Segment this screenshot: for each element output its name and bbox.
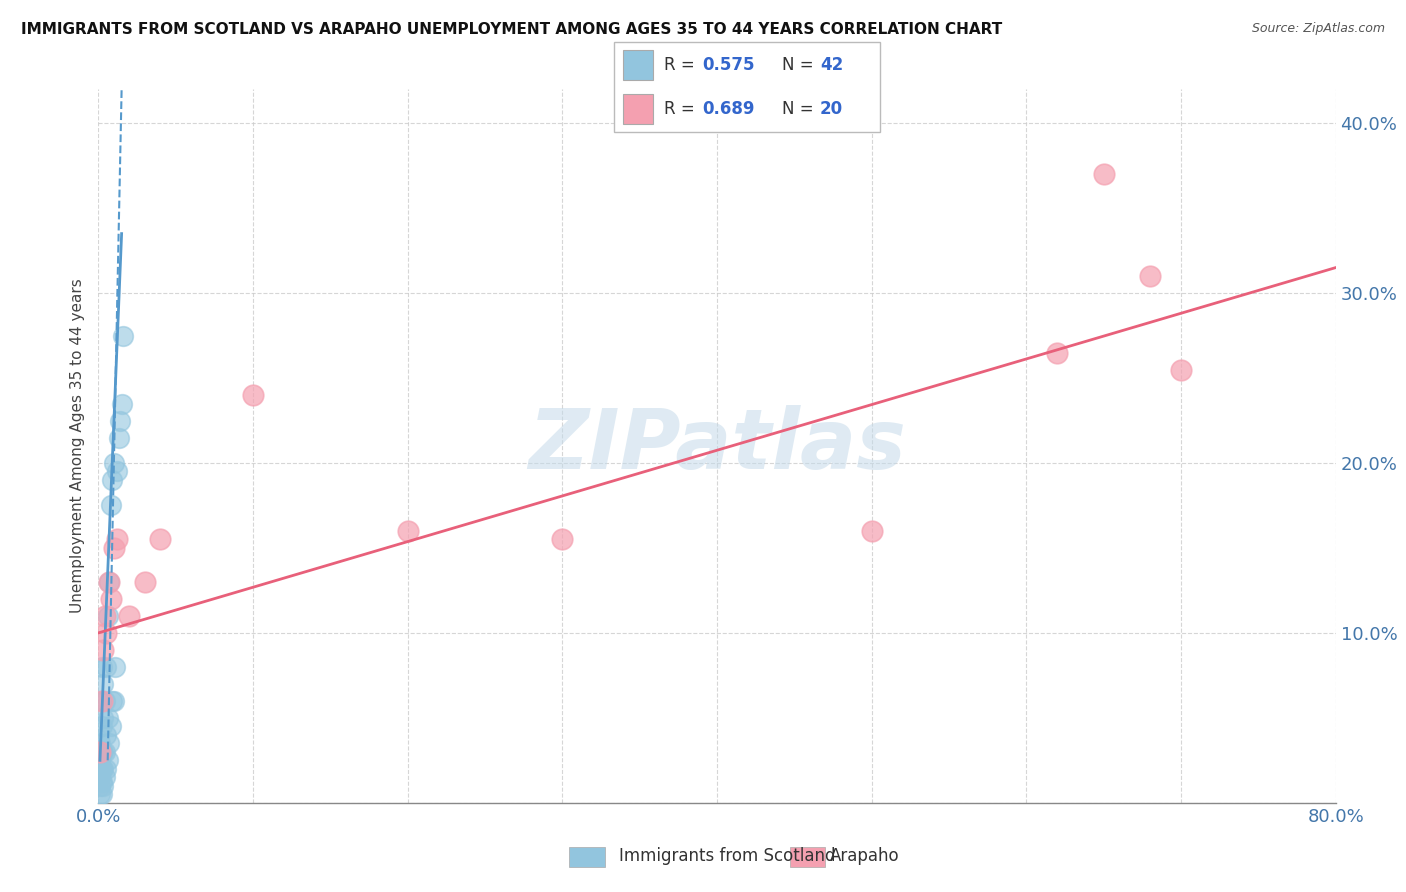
Point — [98, 736, 121, 750]
Text: ZIPatlas: ZIPatlas — [529, 406, 905, 486]
Point — [242, 388, 264, 402]
Point — [551, 533, 574, 547]
Point — [149, 533, 172, 547]
Point — [96, 660, 118, 674]
Point — [91, 762, 114, 776]
Point — [104, 660, 127, 674]
Point — [90, 787, 112, 801]
Point — [89, 762, 111, 776]
Point — [100, 719, 122, 733]
Point — [93, 694, 115, 708]
Point — [108, 413, 131, 427]
Text: N =: N = — [782, 101, 818, 119]
Text: IMMIGRANTS FROM SCOTLAND VS ARAPAHO UNEMPLOYMENT AMONG AGES 35 TO 44 YEARS CORRE: IMMIGRANTS FROM SCOTLAND VS ARAPAHO UNEM… — [21, 22, 1002, 37]
Point — [89, 779, 111, 793]
Point — [103, 541, 125, 555]
Point — [90, 694, 112, 708]
Point — [1046, 345, 1069, 359]
Point — [100, 591, 122, 606]
Point — [93, 770, 115, 784]
Point — [103, 456, 125, 470]
Point — [134, 574, 156, 589]
Text: Immigrants from Scotland: Immigrants from Scotland — [619, 847, 835, 865]
Point — [97, 711, 120, 725]
FancyBboxPatch shape — [623, 51, 652, 80]
Point — [396, 524, 419, 538]
Point — [90, 745, 112, 759]
Point — [860, 524, 883, 538]
FancyBboxPatch shape — [614, 42, 880, 132]
Text: 20: 20 — [820, 101, 844, 119]
Point — [90, 694, 112, 708]
Point — [97, 608, 120, 623]
Text: 42: 42 — [820, 56, 844, 74]
Point — [93, 745, 115, 759]
Point — [118, 608, 141, 623]
Point — [112, 328, 135, 343]
Point — [89, 753, 111, 767]
Text: R =: R = — [664, 101, 700, 119]
Point — [91, 643, 114, 657]
Text: Source: ZipAtlas.com: Source: ZipAtlas.com — [1251, 22, 1385, 36]
Text: 0.575: 0.575 — [702, 56, 755, 74]
Point — [89, 736, 111, 750]
Point — [96, 626, 118, 640]
Point — [105, 533, 128, 547]
Point — [89, 770, 111, 784]
Text: N =: N = — [782, 56, 818, 74]
Point — [91, 711, 114, 725]
Text: R =: R = — [664, 56, 700, 74]
Point — [103, 694, 125, 708]
Text: 0.689: 0.689 — [702, 101, 755, 119]
Point — [90, 775, 112, 789]
Point — [97, 753, 120, 767]
Text: Arapaho: Arapaho — [830, 847, 900, 865]
FancyBboxPatch shape — [623, 95, 652, 125]
Point — [93, 608, 115, 623]
Point — [91, 677, 114, 691]
Point — [90, 660, 112, 674]
Point — [100, 499, 122, 513]
Y-axis label: Unemployment Among Ages 35 to 44 years: Unemployment Among Ages 35 to 44 years — [69, 278, 84, 614]
Point — [107, 430, 129, 444]
Point — [89, 745, 111, 759]
Point — [105, 465, 128, 479]
Point — [98, 574, 121, 589]
Point — [89, 787, 111, 801]
Point — [89, 745, 111, 759]
Point — [111, 396, 132, 410]
Point — [96, 762, 118, 776]
Point — [1092, 167, 1115, 181]
Point — [1139, 269, 1161, 284]
Point — [96, 728, 118, 742]
Point — [91, 779, 114, 793]
Point — [101, 473, 124, 487]
Point — [98, 574, 121, 589]
Point — [101, 694, 124, 708]
Point — [1170, 362, 1192, 376]
Point — [90, 762, 112, 776]
Point — [90, 719, 112, 733]
Point — [91, 745, 114, 759]
